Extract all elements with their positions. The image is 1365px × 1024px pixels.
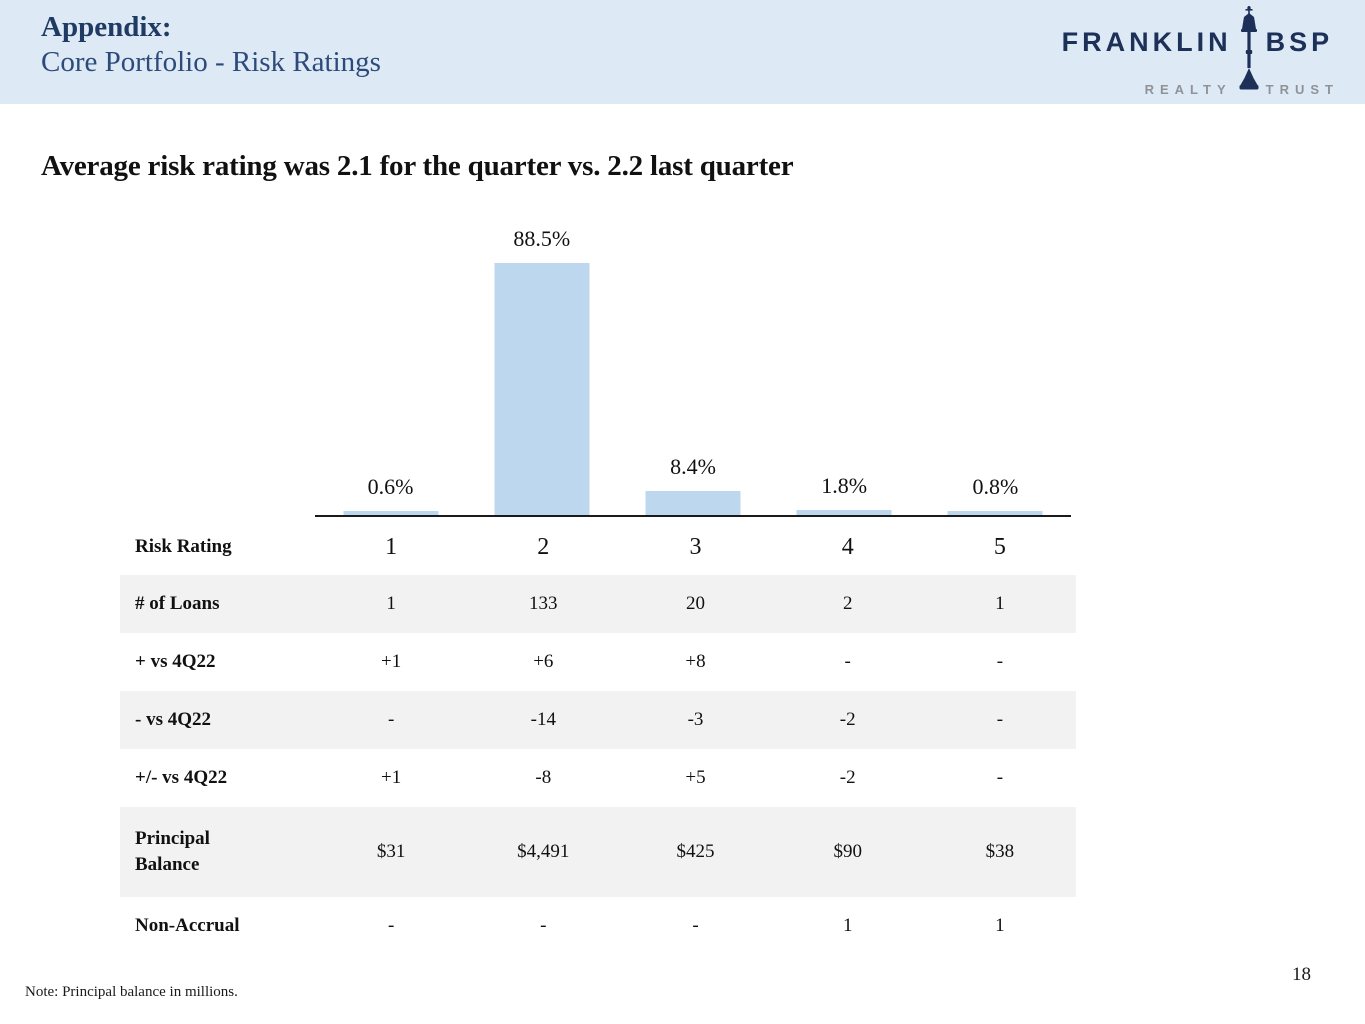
table-cell: - bbox=[387, 709, 395, 730]
logo-word-bsp: BSP bbox=[1265, 27, 1334, 57]
table-row: + vs 4Q22 +1 +6 +8 - - bbox=[120, 633, 1076, 691]
risk-rating-bar-chart: 0.6% 88.5% 8.4% 1.8% 0.8% bbox=[315, 222, 1071, 517]
bar-value-label: 0.8% bbox=[972, 474, 1019, 499]
row-label: Principal Balance bbox=[135, 828, 210, 875]
table-cell: +1 bbox=[380, 651, 402, 672]
table-cell: 1 bbox=[842, 915, 853, 936]
table-cell: 2 bbox=[842, 593, 853, 614]
row-label: - vs 4Q22 bbox=[135, 709, 211, 731]
page-number: 18 bbox=[1292, 964, 1311, 985]
table-cell: - bbox=[387, 915, 395, 936]
table-cell: 133 bbox=[529, 593, 558, 614]
logo-word-trust: TRUST bbox=[1265, 82, 1339, 97]
table-cell: - bbox=[996, 709, 1004, 730]
risk-rating-table: Risk Rating 1 2 3 4 5 # of Loans 1 133 20 2 1 + vs 4… bbox=[120, 519, 1076, 955]
bar-value-label: 8.4% bbox=[670, 454, 716, 479]
slide-title: Appendix: Core Portfolio - Risk Ratings bbox=[41, 10, 381, 81]
table-cell: +6 bbox=[533, 651, 554, 672]
table-cell: $4,491 bbox=[517, 841, 570, 862]
table-cell: 2 bbox=[537, 533, 550, 560]
franklin-bsp-logo: FRANKLIN BSP REALTY TRUST bbox=[1062, 6, 1339, 97]
chart-column-5: 0.8% bbox=[920, 222, 1071, 515]
table-row: Principal Balance $31 $4,491 $425 $90 $38 bbox=[120, 807, 1076, 897]
header-band: Appendix: Core Portfolio - Risk Ratings … bbox=[0, 0, 1365, 104]
table-cell: $31 bbox=[376, 841, 406, 862]
table-cell: - bbox=[996, 651, 1004, 672]
chart-column-2: 88.5% bbox=[466, 222, 617, 515]
table-cell: - bbox=[692, 915, 699, 936]
row-label: # of Loans bbox=[135, 593, 220, 615]
table-cell: -3 bbox=[687, 709, 704, 730]
logo-word-franklin: FRANKLIN bbox=[1061, 27, 1232, 57]
table-cell: $90 bbox=[833, 841, 862, 862]
row-label: Non-Accrual bbox=[135, 915, 240, 937]
chart-column-4: 1.8% bbox=[769, 222, 920, 515]
slide-title-line2: Core Portfolio - Risk Ratings bbox=[41, 46, 381, 79]
table-row: Risk Rating 1 2 3 4 5 bbox=[120, 519, 1076, 575]
bar-value-label: 0.6% bbox=[367, 474, 414, 499]
chart-column-3: 8.4% bbox=[617, 222, 768, 515]
table-cell: 1 bbox=[386, 593, 396, 614]
bar-value-label: 1.8% bbox=[821, 473, 868, 498]
logo-word-realty: REALTY bbox=[1144, 82, 1232, 97]
table-cell: -2 bbox=[839, 709, 856, 730]
row-label: +/- vs 4Q22 bbox=[135, 767, 228, 789]
table-cell: - bbox=[540, 915, 547, 936]
lamppost-icon bbox=[1237, 6, 1261, 97]
table-cell: - bbox=[996, 767, 1004, 788]
table-cell: 1 bbox=[995, 593, 1005, 614]
footnote: Note: Principal balance in millions. bbox=[25, 984, 238, 1000]
bar bbox=[494, 263, 590, 515]
table-cell: -8 bbox=[535, 767, 552, 788]
table-cell: +8 bbox=[685, 651, 706, 672]
headline: Average risk rating was 2.1 for the quar… bbox=[41, 150, 794, 182]
row-label: Risk Rating bbox=[135, 536, 232, 558]
table-cell: +5 bbox=[685, 767, 706, 788]
bar bbox=[947, 511, 1043, 515]
table-cell: +1 bbox=[380, 767, 402, 788]
table-cell: -14 bbox=[530, 709, 556, 730]
bar bbox=[796, 510, 892, 515]
table-row: +/- vs 4Q22 +1 -8 +5 -2 - bbox=[120, 749, 1076, 807]
table-cell: 5 bbox=[993, 533, 1006, 560]
table-row: # of Loans 1 133 20 2 1 bbox=[120, 575, 1076, 633]
bar bbox=[343, 511, 439, 515]
table-cell: - bbox=[844, 651, 851, 672]
table-cell: 4 bbox=[841, 533, 854, 560]
bar-value-label: 88.5% bbox=[513, 226, 571, 251]
bar bbox=[645, 491, 741, 515]
table-cell: $38 bbox=[985, 841, 1015, 862]
table-row: - vs 4Q22 - -14 -3 -2 - bbox=[120, 691, 1076, 749]
slide-title-line1: Appendix: bbox=[41, 11, 172, 43]
table-cell: 3 bbox=[689, 533, 702, 560]
table-cell: 20 bbox=[686, 593, 705, 614]
table-row: Non-Accrual - - - 1 1 bbox=[120, 897, 1076, 955]
chart-column-1: 0.6% bbox=[315, 222, 466, 515]
table-cell: -2 bbox=[839, 767, 856, 788]
row-label: + vs 4Q22 bbox=[135, 651, 216, 673]
table-cell: 1 bbox=[995, 915, 1005, 936]
table-cell: 1 bbox=[385, 533, 398, 560]
table-cell: $425 bbox=[676, 841, 715, 862]
